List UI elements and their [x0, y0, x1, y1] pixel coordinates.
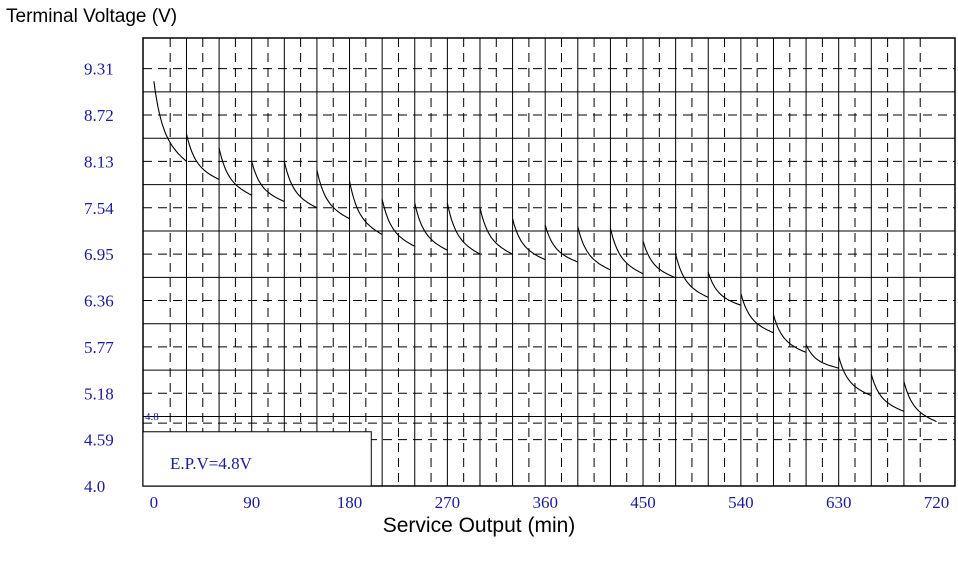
curve-segment	[479, 207, 513, 255]
curve-segment	[805, 344, 839, 369]
curve-segment	[414, 202, 448, 251]
voltage-curve	[153, 81, 937, 423]
annotation-box: E.P.V=4.8V	[142, 431, 372, 487]
curve-segment	[316, 169, 350, 220]
x-tick-label: 540	[728, 493, 754, 512]
y-tick-label: 5.18	[84, 384, 114, 403]
y-tick-label: 9.31	[84, 60, 114, 79]
y-tick-label: 7.54	[84, 199, 114, 218]
x-tick-label: 180	[337, 493, 363, 512]
x-tick-label: 270	[435, 493, 461, 512]
x-tick-labels: 0 90 180 270 360 450 540 630 720	[150, 493, 950, 512]
plot-frame	[142, 37, 956, 487]
x-tick-label: 0	[150, 493, 159, 512]
y-axis-title: Terminal Voltage (V)	[6, 6, 178, 27]
x-tick-label: 360	[532, 493, 558, 512]
curve-segment	[185, 133, 220, 180]
y-tick-label: 6.95	[84, 245, 114, 264]
curve-segment	[446, 202, 481, 255]
curve-segment	[903, 381, 937, 423]
x-tick-label: 720	[924, 493, 950, 512]
curve-segment	[512, 218, 546, 261]
reference-line-group: 4.8	[143, 411, 955, 424]
curve-segment	[283, 161, 318, 209]
annotation-text: E.P.V=4.8V	[170, 454, 253, 473]
plot-border	[142, 37, 956, 487]
y-tick-label: 8.72	[84, 106, 114, 125]
curve-segment	[838, 356, 872, 397]
curve-segment	[251, 161, 285, 202]
curve-segment	[218, 147, 252, 196]
y-tick-label: 4.59	[84, 431, 114, 450]
y-tick-label: 4.0	[84, 477, 105, 496]
curve-segment	[642, 240, 676, 279]
curve-segment	[707, 272, 742, 306]
curve-segment	[348, 180, 383, 235]
curve-segment	[675, 253, 709, 298]
y-tick-label: 5.77	[84, 338, 114, 357]
annotation-frame	[142, 431, 372, 487]
y-tick-labels: 4.0 4.59 5.18 5.77 6.36 6.95 7.54 8.13 8.72 9.31	[84, 60, 114, 496]
y-tick-label: 6.36	[84, 292, 114, 311]
curve-segment	[577, 226, 611, 271]
epv-reference-label: 4.8	[145, 411, 159, 423]
curve-segment	[381, 198, 416, 247]
x-tick-label: 630	[826, 493, 852, 512]
curve-segment	[870, 374, 905, 412]
y-tick-label: 8.13	[84, 152, 114, 171]
x-axis-title: Service Output (min)	[382, 514, 576, 537]
x-tick-label: 90	[243, 493, 260, 512]
curve-segment	[544, 224, 578, 263]
grid	[143, 38, 955, 486]
curve-segment	[153, 81, 187, 162]
x-tick-label: 450	[630, 493, 656, 512]
curve-segment	[609, 228, 644, 275]
curve-segment	[740, 293, 774, 334]
curve-segment	[772, 314, 807, 353]
